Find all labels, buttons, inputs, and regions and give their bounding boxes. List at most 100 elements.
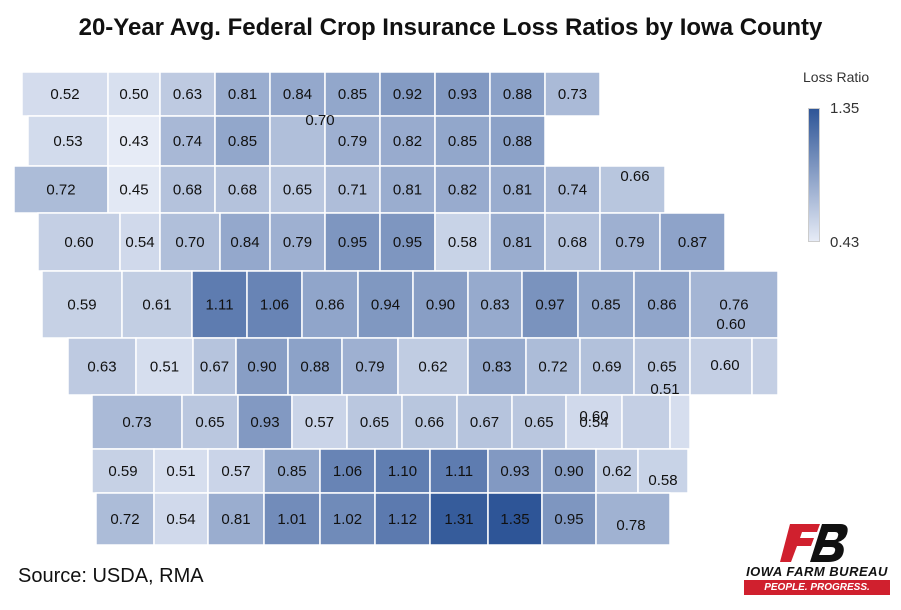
county-value-label: 0.51: [150, 359, 179, 376]
county-value-label: 0.78: [616, 517, 645, 534]
county-value-label: 0.60: [64, 234, 93, 251]
county-value-label: 0.85: [228, 133, 257, 150]
county-cell: [374, 448, 431, 494]
county-value-label: 1.11: [445, 463, 473, 480]
legend-max-label: 1.35: [830, 100, 860, 117]
county-cell: [599, 165, 666, 214]
county-value-label: 0.81: [228, 86, 257, 103]
county-value-label: 1.31: [444, 511, 473, 528]
county-cell: [434, 115, 491, 167]
county-cell: [595, 492, 671, 546]
county-value-label: 0.95: [338, 234, 367, 251]
county-value-label: 1.11: [205, 297, 233, 314]
county-cell: [525, 337, 581, 396]
county-value-label: 0.54: [125, 234, 154, 251]
county-value-label: 0.81: [503, 234, 532, 251]
county-cell: [107, 71, 161, 117]
county-value-label: 0.52: [50, 86, 79, 103]
county-cell: [214, 165, 271, 214]
county-cell: [263, 448, 321, 494]
county-value-label: 0.51: [650, 381, 679, 398]
county-cell: [324, 115, 381, 167]
county-value-label: 0.59: [108, 463, 137, 480]
county-value-label: 0.81: [221, 511, 250, 528]
county-value-label: 0.54: [579, 414, 608, 431]
legend-title: Loss Ratio: [803, 69, 870, 85]
county-cell: [633, 337, 691, 396]
county-cell: [544, 71, 601, 117]
county-value-label: 0.72: [46, 182, 75, 199]
county-value-label: 0.54: [166, 511, 195, 528]
county-value-label: 0.82: [448, 182, 477, 199]
county-value-label: 0.68: [558, 234, 587, 251]
source-note: Source: USDA, RMA: [18, 565, 204, 587]
county-cell: [621, 394, 671, 450]
county-value-label: 0.97: [535, 297, 564, 314]
county-cell: [467, 337, 527, 396]
county-value-label: 0.65: [360, 414, 389, 431]
county-value-label: 0.59: [67, 297, 96, 314]
county-cell: [107, 165, 161, 214]
county-cell: [319, 448, 376, 494]
iowa-farm-bureau-logo: IOWA FARM BUREAU PEOPLE. PROGRESS. PRIDE…: [742, 520, 892, 608]
county-value-label: 0.87: [678, 234, 707, 251]
county-value-label: 0.92: [393, 86, 422, 103]
county-value-label: 0.95: [393, 234, 422, 251]
county-value-label: 0.74: [173, 133, 202, 150]
county-cell: [91, 448, 155, 494]
county-value-label: 0.53: [53, 133, 82, 150]
county-value-label: 0.85: [448, 133, 477, 150]
county-cell: [489, 71, 546, 117]
county-value-label: 1.10: [388, 463, 417, 480]
county-cell: [121, 270, 193, 339]
county-cell: [379, 115, 436, 167]
county-value-label: 1.01: [277, 511, 306, 528]
county-value-label: 0.57: [305, 414, 334, 431]
county-value-label: 0.90: [426, 297, 455, 314]
county-value-label: 0.95: [554, 511, 583, 528]
county-value-label: 0.93: [448, 86, 477, 103]
county-value-label: 0.82: [393, 133, 422, 150]
county-value-label: 0.73: [122, 414, 151, 431]
county-value-label: 0.62: [602, 463, 631, 480]
county-value-label: 0.65: [524, 414, 553, 431]
county-cell: [434, 212, 491, 272]
county-value-label: 0.85: [591, 297, 620, 314]
county-cell: [181, 394, 239, 450]
county-cell: [579, 337, 635, 396]
county-value-label: 0.69: [592, 359, 621, 376]
county-cell: [487, 492, 543, 546]
county-cell: [577, 270, 635, 339]
county-cell: [637, 448, 689, 494]
county-cell: [489, 212, 546, 272]
legend-min-label: 0.43: [830, 234, 860, 251]
county-cell: [669, 394, 691, 450]
county-value-label: 1.35: [500, 511, 529, 528]
county-cell: [379, 165, 436, 214]
county-cell: [489, 115, 546, 167]
county-cell: [207, 448, 265, 494]
county-value-label: 0.62: [418, 359, 447, 376]
county-value-label: 0.51: [166, 463, 195, 480]
county-value-label: 0.90: [247, 359, 276, 376]
county-value-label: 0.67: [200, 359, 229, 376]
logo-tagline: PEOPLE. PROGRESS. PRIDE.®: [744, 580, 890, 608]
county-value-label: 0.66: [415, 414, 444, 431]
county-cell: [287, 337, 343, 396]
county-value-label: 0.79: [615, 234, 644, 251]
county-value-label: 1.06: [260, 297, 289, 314]
county-value-label: 0.76: [719, 297, 748, 314]
county-cell: [324, 165, 381, 214]
county-cell: [595, 448, 639, 494]
county-value-label: 0.43: [119, 133, 148, 150]
county-cell: [191, 270, 248, 339]
county-cell: [246, 270, 303, 339]
county-value-label: 0.65: [647, 359, 676, 376]
county-value-label: 0.83: [480, 297, 509, 314]
county-value-label: 0.88: [503, 86, 532, 103]
county-value-label: 0.93: [500, 463, 529, 480]
county-value-label: 0.66: [620, 168, 649, 185]
legend-color-bar: [808, 108, 820, 242]
county-cell: [21, 71, 109, 117]
